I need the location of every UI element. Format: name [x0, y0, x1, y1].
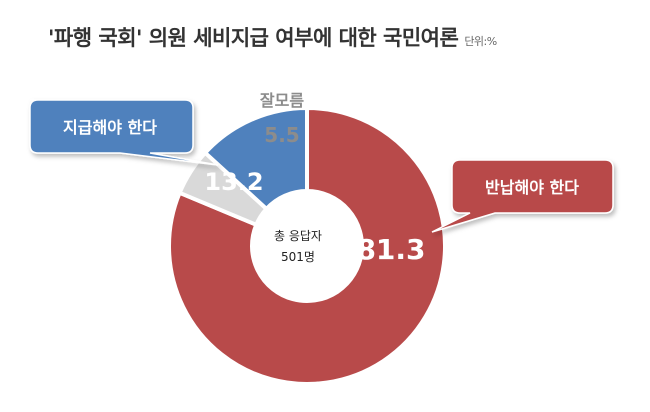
slice-value-pay: 13.2: [204, 168, 263, 196]
chart-title-text: '파행 국회' 의원 세비지급 여부에 대한 국민여론: [48, 26, 459, 50]
chart-title: '파행 국회' 의원 세비지급 여부에 대한 국민여론 단위:%: [48, 22, 497, 52]
slice-value-unknown: 5.5: [264, 123, 299, 147]
center-label-total: 총 응답자: [274, 229, 322, 243]
center-hole: [252, 191, 362, 301]
center-label-count: 501명: [281, 250, 315, 264]
callout-pay: [29, 99, 219, 166]
unit-label: 단위:%: [464, 35, 497, 48]
slice-label-unknown: 잘모름: [260, 91, 304, 110]
callout-return: [431, 159, 614, 233]
slice-label-pay: 지급해야 한다: [63, 118, 157, 137]
slice-label-return: 반납해야 한다: [485, 178, 579, 197]
slice-value-return: 81.3: [356, 233, 425, 266]
